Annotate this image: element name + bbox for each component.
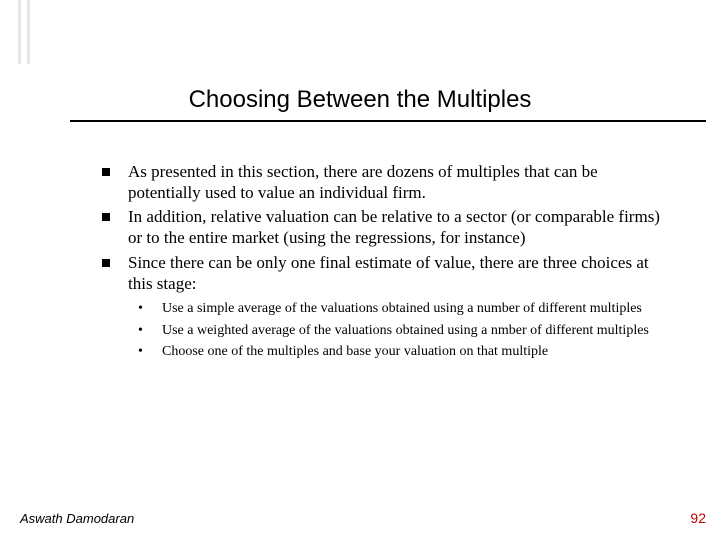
bullet-text: As presented in this section, there are …: [128, 162, 598, 202]
sub-bullet-text: Use a weighted average of the valuations…: [162, 323, 649, 338]
sub-bullet-item: Use a simple average of the valuations o…: [138, 300, 662, 318]
sub-bullet-text: Use a simple average of the valuations o…: [162, 301, 642, 316]
sub-bullet-text: Choose one of the multiples and base you…: [162, 344, 548, 359]
footer-author: Aswath Damodaran: [20, 511, 134, 526]
sub-bullets: Use a simple average of the valuations o…: [138, 300, 662, 361]
slide-title: Choosing Between the Multiples: [0, 86, 720, 114]
bullet-item: In addition, relative valuation can be r…: [102, 207, 662, 248]
bullet-item: Since there can be only one final estima…: [102, 253, 662, 294]
slide: Choosing Between the Multiples As presen…: [0, 0, 720, 540]
main-bullets: As presented in this section, there are …: [102, 162, 662, 294]
bullet-item: As presented in this section, there are …: [102, 162, 662, 203]
sub-bullet-item: Use a weighted average of the valuations…: [138, 322, 662, 340]
bullet-text: Since there can be only one final estima…: [128, 253, 649, 293]
footer-page-number: 92: [690, 510, 706, 526]
bullet-text: In addition, relative valuation can be r…: [128, 207, 660, 247]
slide-body: As presented in this section, there are …: [102, 162, 662, 365]
sub-bullet-item: Choose one of the multiples and base you…: [138, 343, 662, 361]
left-accent-bar-inner: [21, 0, 27, 64]
title-underline: [70, 120, 706, 122]
